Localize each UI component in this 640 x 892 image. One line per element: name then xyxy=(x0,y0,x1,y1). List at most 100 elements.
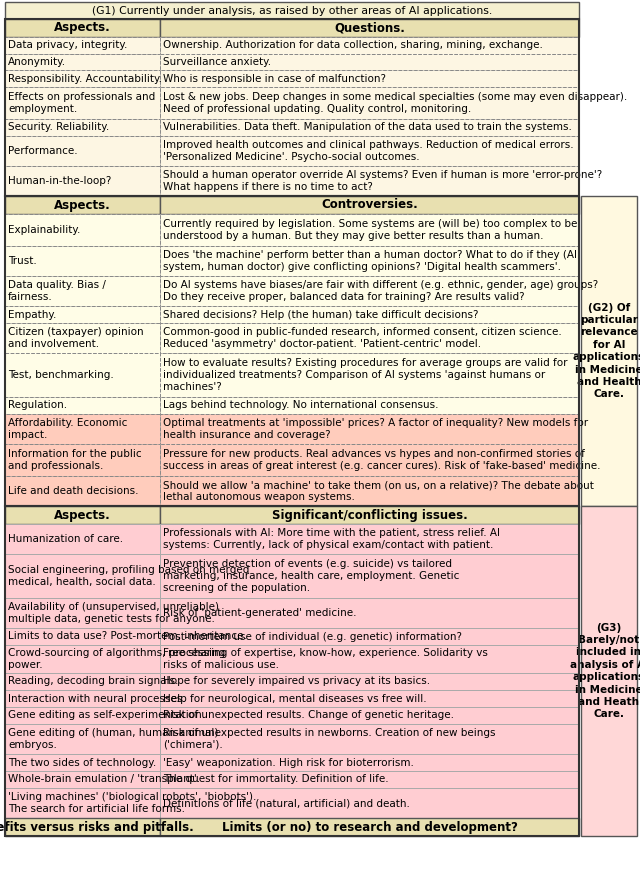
Bar xyxy=(160,788,579,818)
Bar xyxy=(160,323,579,353)
Bar xyxy=(160,524,579,554)
Text: Responsibility. Accountability.: Responsibility. Accountability. xyxy=(8,73,162,84)
Text: Limits to data use? Post-mortem, inheritance.: Limits to data use? Post-mortem, inherit… xyxy=(8,632,247,641)
Text: Questions.: Questions. xyxy=(334,21,405,35)
Text: Significant/conflicting issues.: Significant/conflicting issues. xyxy=(271,508,467,522)
Bar xyxy=(5,136,160,166)
Text: Performance.: Performance. xyxy=(8,146,77,156)
Text: The quest for immortality. Definition of life.: The quest for immortality. Definition of… xyxy=(163,774,388,784)
Bar xyxy=(160,506,579,524)
Text: Citizen (taxpayer) opinion
and involvement.: Citizen (taxpayer) opinion and involveme… xyxy=(8,327,143,349)
Bar xyxy=(160,196,579,214)
Bar xyxy=(5,414,160,444)
Text: Ownership. Authorization for data collection, sharing, mining, exchange.: Ownership. Authorization for data collec… xyxy=(163,40,543,51)
Text: Optimal treatments at 'impossible' prices? A factor of inequality? New models fo: Optimal treatments at 'impossible' price… xyxy=(163,418,588,440)
Bar xyxy=(5,214,160,246)
Text: Preventive detection of events (e.g. suicide) vs tailored
marketing, insurance, : Preventive detection of events (e.g. sui… xyxy=(163,559,460,592)
Text: Reading, decoding brain signals.: Reading, decoding brain signals. xyxy=(8,676,179,687)
Text: Human-in-the-loop?: Human-in-the-loop? xyxy=(8,176,111,186)
Bar xyxy=(5,788,160,818)
Text: Interaction with neural processes.: Interaction with neural processes. xyxy=(8,693,186,704)
Bar xyxy=(5,196,579,506)
Bar xyxy=(160,37,579,54)
Text: Test, benchmarking.: Test, benchmarking. xyxy=(8,370,114,380)
Text: Common-good in public-funded research, informed consent, citizen science.
Reduce: Common-good in public-funded research, i… xyxy=(163,327,562,349)
Text: Regulation.: Regulation. xyxy=(8,401,67,410)
Text: Risk of unexpected results in newborns. Creation of new beings
('chimera').: Risk of unexpected results in newborns. … xyxy=(163,728,495,750)
Bar xyxy=(5,628,160,645)
Text: The two sides of technology.: The two sides of technology. xyxy=(8,757,156,767)
Text: Does 'the machine' perform better than a human doctor? What to do if they (AI
sy: Does 'the machine' perform better than a… xyxy=(163,250,577,272)
Bar xyxy=(5,246,160,276)
Bar xyxy=(160,818,579,836)
Bar xyxy=(160,87,579,119)
Text: (G2) Of
particular
relevance
for AI
applications
in Medicine
and Health
Care.: (G2) Of particular relevance for AI appl… xyxy=(573,302,640,400)
Bar xyxy=(5,54,160,70)
Bar xyxy=(160,673,579,690)
Bar xyxy=(5,323,160,353)
Bar xyxy=(5,771,160,788)
Text: Affordability. Economic
impact.: Affordability. Economic impact. xyxy=(8,418,127,440)
Text: How to evaluate results? Existing procedures for average groups are valid for
in: How to evaluate results? Existing proced… xyxy=(163,359,568,392)
Text: Anonymity.: Anonymity. xyxy=(8,57,66,67)
Bar xyxy=(5,524,160,554)
Text: Should we allow 'a machine' to take them (on us, on a relative)? The debate abou: Should we allow 'a machine' to take them… xyxy=(163,480,594,502)
Bar xyxy=(160,690,579,707)
Text: Availability of (unsupervised, unreliable)
multiple data, genetic tests for anyo: Availability of (unsupervised, unreliabl… xyxy=(8,602,219,624)
Bar xyxy=(160,645,579,673)
Text: Do AI systems have biases/are fair with different (e.g. ethnic, gender, age) gro: Do AI systems have biases/are fair with … xyxy=(163,280,598,301)
Bar xyxy=(5,19,579,196)
Text: Gene editing as self-experimentation.: Gene editing as self-experimentation. xyxy=(8,711,205,721)
Text: Definitions of life (natural, artificial) and death.: Definitions of life (natural, artificial… xyxy=(163,798,410,808)
Bar xyxy=(160,476,579,506)
Text: Free sharing of expertise, know-how, experience. Solidarity vs
risks of maliciou: Free sharing of expertise, know-how, exp… xyxy=(163,648,488,670)
Bar xyxy=(160,136,579,166)
Text: Currently required by legislation. Some systems are (will be) too complex to be
: Currently required by legislation. Some … xyxy=(163,219,577,241)
Bar xyxy=(5,87,160,119)
Text: Benefits versus risks and pitfalls.: Benefits versus risks and pitfalls. xyxy=(0,821,194,833)
Text: Information for the public
and professionals.: Information for the public and professio… xyxy=(8,450,141,471)
Text: Crowd-sourcing of algorithms, processing
power.: Crowd-sourcing of algorithms, processing… xyxy=(8,648,225,670)
Bar xyxy=(5,598,160,628)
Bar xyxy=(5,166,160,196)
Text: Social engineering, profiling based on merged
medical, health, social data.: Social engineering, profiling based on m… xyxy=(8,566,250,587)
Bar xyxy=(160,724,579,754)
Bar xyxy=(160,754,579,771)
Text: Aspects.: Aspects. xyxy=(54,508,111,522)
Bar xyxy=(5,707,160,724)
Bar xyxy=(581,196,637,506)
Bar xyxy=(160,54,579,70)
Text: Controversies.: Controversies. xyxy=(321,199,418,211)
Text: Post-mortem use of individual (e.g. genetic) information?: Post-mortem use of individual (e.g. gene… xyxy=(163,632,462,641)
Text: 'Easy' weaponization. High risk for bioterrorism.: 'Easy' weaponization. High risk for biot… xyxy=(163,757,414,767)
Text: Help for neurological, mental diseases vs free will.: Help for neurological, mental diseases v… xyxy=(163,693,427,704)
Bar xyxy=(160,166,579,196)
Bar xyxy=(5,353,160,397)
Bar xyxy=(5,70,160,87)
Bar xyxy=(160,397,579,414)
Bar xyxy=(5,397,160,414)
Text: Lost & new jobs. Deep changes in some medical specialties (some may even disappe: Lost & new jobs. Deep changes in some me… xyxy=(163,92,627,114)
Bar xyxy=(160,707,579,724)
Bar xyxy=(160,554,579,598)
Bar xyxy=(160,414,579,444)
Text: Improved health outcomes and clinical pathways. Reduction of medical errors.
'Pe: Improved health outcomes and clinical pa… xyxy=(163,140,573,161)
Text: Trust.: Trust. xyxy=(8,256,36,266)
Bar xyxy=(5,506,160,524)
Bar xyxy=(5,276,160,306)
Text: Security. Reliability.: Security. Reliability. xyxy=(8,122,109,133)
Text: Should a human operator override AI systems? Even if human is more 'error-prone': Should a human operator override AI syst… xyxy=(163,170,602,192)
Bar xyxy=(5,554,160,598)
Bar xyxy=(5,119,160,136)
Text: Hope for severely impaired vs privacy at its basics.: Hope for severely impaired vs privacy at… xyxy=(163,676,430,687)
Bar xyxy=(5,818,160,836)
Bar xyxy=(5,673,160,690)
Text: Aspects.: Aspects. xyxy=(54,199,111,211)
Text: 'Living machines' ('biological robots', 'biobots').
The search for artificial li: 'Living machines' ('biological robots', … xyxy=(8,792,257,814)
Text: Humanization of care.: Humanization of care. xyxy=(8,534,123,544)
Bar xyxy=(160,70,579,87)
Text: Gene editing of (human, human-animal)
embryos.: Gene editing of (human, human-animal) em… xyxy=(8,728,218,750)
Text: Risk of 'patient-generated' medicine.: Risk of 'patient-generated' medicine. xyxy=(163,608,356,618)
Bar xyxy=(160,119,579,136)
Text: Aspects.: Aspects. xyxy=(54,21,111,35)
